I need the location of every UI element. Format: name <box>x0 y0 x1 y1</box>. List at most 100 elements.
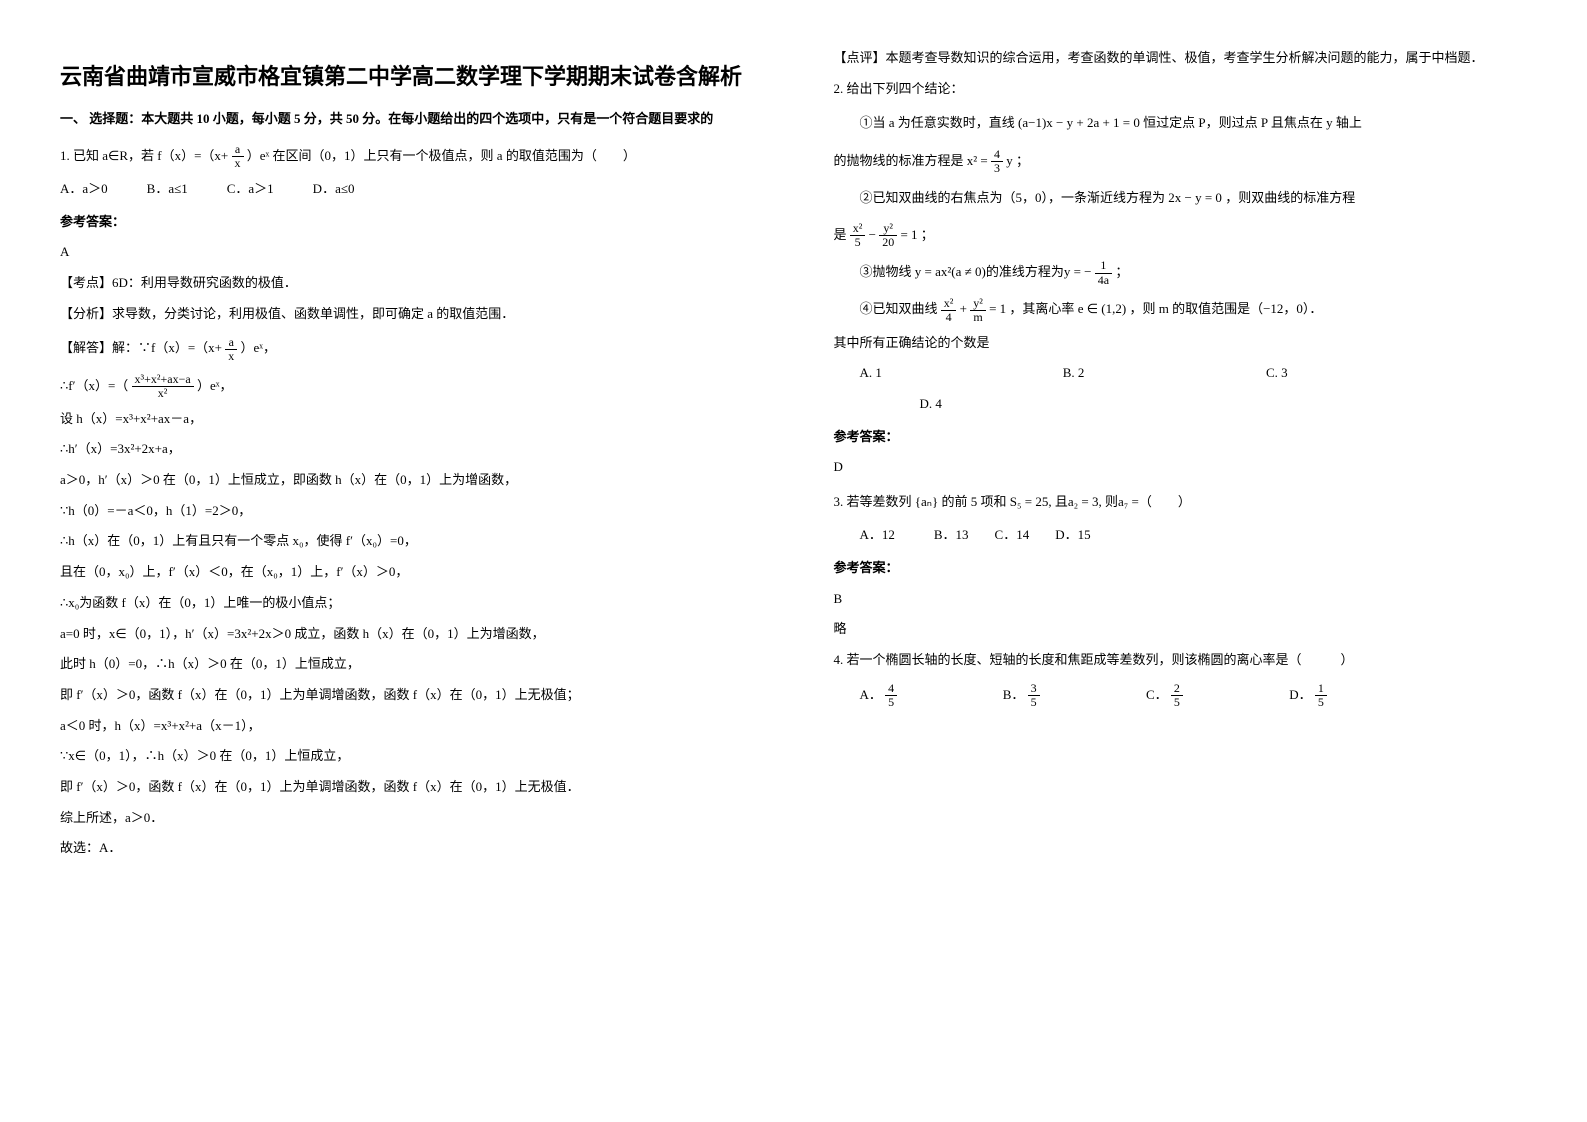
eq: S₅ = 25, 且a₂ = 3, 则a₇ <box>1010 494 1129 509</box>
q1-stem-a: 1. 已知 a∈R，若 f（x）=（x+ <box>60 148 228 163</box>
text: ∴f′（x）=（ <box>60 378 128 393</box>
frac-num: 1 <box>1315 682 1327 696</box>
q1-stem: 1. 已知 a∈R，若 f（x）=（x+ a x ）eˣ 在区间（0，1）上只有… <box>60 140 754 171</box>
frac-den: x² <box>132 387 194 400</box>
q1-fx: 【分析】求导数，分类讨论，利用极值、函数单调性，即可确定 a 的取值范围． <box>60 302 754 327</box>
frac-den: 4 <box>941 311 957 324</box>
frac-num: 1 <box>1095 259 1112 273</box>
text: 的抛物线的标准方程是 <box>834 153 964 168</box>
q1-jd7: ∴h（x）在（0，1）上有且只有一个零点 x₀，使得 f′（x₀）=0， <box>60 529 754 554</box>
opt-a: A. 1 <box>860 361 1060 386</box>
q1-kd: 【考点】6D：利用导数研究函数的极值． <box>60 271 754 296</box>
eq: {aₙ} <box>915 494 938 509</box>
frac-1-4a: 1 4a <box>1095 259 1112 286</box>
frac-den: 5 <box>885 696 897 709</box>
frac-x2-4: x² 4 <box>941 297 957 324</box>
text: ）eˣ， <box>241 340 277 355</box>
q1-jd2: ∴f′（x）=（ x³+x²+ax−a x² ）eˣ， <box>60 370 754 401</box>
frac-num: 3 <box>1028 682 1040 696</box>
eq: y = ax²(a ≠ 0)的准线方程为y = − <box>915 264 1092 279</box>
q1-jd4: ∴h′（x）=3x²+2x+a， <box>60 437 754 462</box>
q2-ans: D <box>834 455 1528 480</box>
frac-den: 5 <box>1028 696 1040 709</box>
frac-num: 4 <box>991 148 1003 162</box>
text: ，则双曲线的标准方程 <box>1225 190 1355 205</box>
text: 【解答】解：∵f（x）=（x+ <box>60 340 222 355</box>
text: =（ ） <box>1132 494 1191 509</box>
text: 恒过定点 P，则过点 P 且焦点在 y 轴上 <box>1143 115 1362 130</box>
opt-c-label: C． <box>1146 687 1168 702</box>
q2-stem: 2. 给出下列四个结论： <box>834 77 1528 102</box>
page-title: 云南省曲靖市宣威市格宜镇第二中学高二数学理下学期期末试卷含解析 <box>60 60 754 93</box>
eq: (a−1)x − y + 2a + 1 = 0 <box>1018 115 1140 130</box>
frac-num: x³+x²+ax−a <box>132 373 194 387</box>
text: ③抛物线 <box>860 264 912 279</box>
frac-4-5: 4 5 <box>885 682 897 709</box>
eq: 2x − y = 0 <box>1168 190 1222 205</box>
frac-den: 20 <box>879 236 897 249</box>
frac-y2-20: y² 20 <box>879 222 897 249</box>
q2-opts-row1: A. 1 B. 2 C. 3 <box>834 361 1528 386</box>
eq-tail: ； <box>1115 264 1128 279</box>
q4-stem: 4. 若一个椭圆长轴的长度、短轴的长度和焦距成等差数列，则该椭圆的离心率是（ ） <box>834 648 1528 673</box>
q1-jd12: 即 f′（x）＞0，函数 f（x）在（0，1）上为单调增函数，函数 f（x）在（… <box>60 683 754 708</box>
minus: − <box>869 227 880 242</box>
answer-label: 参考答案： <box>834 556 1528 581</box>
text: 的前 5 项和 <box>941 494 1006 509</box>
eq: e ∈ (1,2) <box>1078 301 1127 316</box>
q3-ans: B <box>834 587 1528 612</box>
q1-jd1: 【解答】解：∵f（x）=（x+ a x ）eˣ， <box>60 332 754 363</box>
frac-num: y² <box>970 297 986 311</box>
frac-y2-m: y² m <box>970 297 986 324</box>
frac-1-5: 1 5 <box>1315 682 1327 709</box>
text: ①当 a 为任意实数时，直线 <box>860 115 1015 130</box>
q1-jd8: 且在（0，x₀）上，f′（x）＜0，在（x₀，1）上，f′（x）＞0， <box>60 560 754 585</box>
q2-c1: ①当 a 为任意实数时，直线 (a−1)x − y + 2a + 1 = 0 恒… <box>834 107 1528 138</box>
text: ④已知双曲线 <box>860 301 938 316</box>
q4-opts: A． 4 5 B． 3 5 C． 2 5 <box>834 679 1528 710</box>
text: ）eˣ， <box>197 378 233 393</box>
frac-den: x <box>225 350 237 363</box>
q2-opts-row2: D. 4 <box>834 392 1528 417</box>
answer-label: 参考答案： <box>60 210 754 235</box>
opt-a-label: A． <box>860 687 882 702</box>
frac-den: 5 <box>1171 696 1183 709</box>
frac-num: a <box>225 336 237 350</box>
frac-den: x <box>232 157 244 170</box>
q1-jd11: 此时 h（0）=0，∴h（x）＞0 在（0，1）上恒成立， <box>60 652 754 677</box>
eq-tail: = 1 ； <box>900 227 933 242</box>
q1-jd5: a＞0，h′（x）＞0 在（0，1）上恒成立，即函数 h（x）在（0，1）上为增… <box>60 468 754 493</box>
frac-a-over-x-2: a x <box>225 336 237 363</box>
opt-c: C. 3 <box>1266 361 1366 386</box>
frac-4-3: 4 3 <box>991 148 1003 175</box>
opt-b: B. 2 <box>1063 361 1263 386</box>
frac-num: 2 <box>1171 682 1183 696</box>
q2-c1-eq: 的抛物线的标准方程是 x² = 4 3 y ； <box>834 145 1528 176</box>
q1-jd16: 综上所述，a＞0． <box>60 806 754 831</box>
q1-dp: 【点评】本题考查导数知识的综合运用，考查函数的单调性、极值，考查学生分析解决问题… <box>834 46 1528 71</box>
frac-num: 4 <box>885 682 897 696</box>
q3-exp: 略 <box>834 617 1528 642</box>
plus: + <box>960 301 971 316</box>
q1-opts: A．a＞0 B．a≤1 C．a＞1 D．a≤0 <box>60 177 754 202</box>
frac-den: 4a <box>1095 274 1112 287</box>
section-head: 一、 选择题：本大题共 10 小题，每小题 5 分，共 50 分。在每小题给出的… <box>60 107 754 132</box>
eq-one: = 1 <box>989 301 1009 316</box>
frac-num: a <box>232 143 244 157</box>
frac-den: 5 <box>850 236 866 249</box>
opt-b-label: B． <box>1003 687 1025 702</box>
frac-den: m <box>970 311 986 324</box>
text: 3. 若等差数列 <box>834 494 912 509</box>
q1-jd3: 设 h（x）=x³+x²+ax－a， <box>60 407 754 432</box>
text: ②已知双曲线的右焦点为（5，0），一条渐近线方程为 <box>860 190 1166 205</box>
eq-tail: y ； <box>1006 153 1029 168</box>
frac-2-5: 2 5 <box>1171 682 1183 709</box>
q3-stem: 3. 若等差数列 {aₙ} 的前 5 项和 S₅ = 25, 且a₂ = 3, … <box>834 486 1528 517</box>
opt-d-label: D． <box>1289 687 1311 702</box>
q2-c3: ③抛物线 y = ax²(a ≠ 0)的准线方程为y = − 1 4a ； <box>834 256 1528 287</box>
frac-den: 5 <box>1315 696 1327 709</box>
frac-num: x² <box>850 222 866 236</box>
text: 是 <box>834 227 847 242</box>
frac-3-5: 3 5 <box>1028 682 1040 709</box>
frac-num: x² <box>941 297 957 311</box>
